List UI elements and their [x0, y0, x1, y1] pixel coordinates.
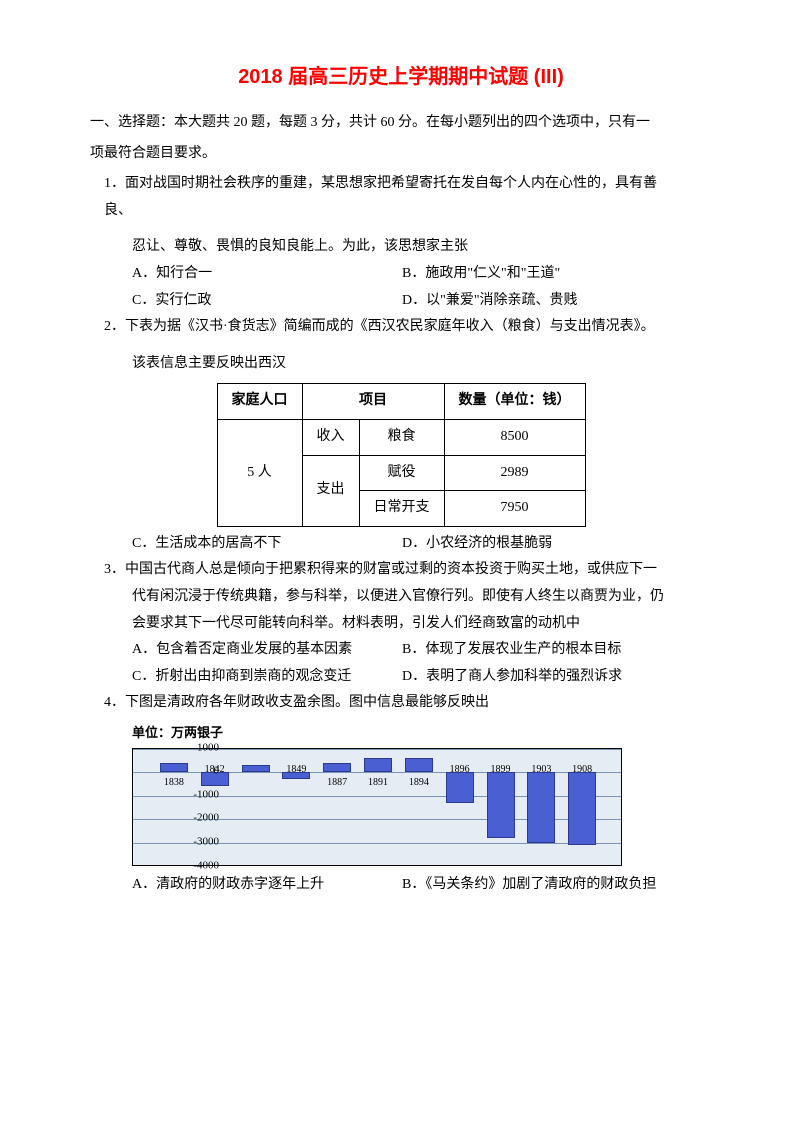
bar-chart: 1838184218491887189118941896189919031908… [132, 748, 712, 866]
chart-bar [405, 758, 433, 772]
xtick-label: 1887 [327, 773, 347, 792]
ytick-label: -2000 [179, 808, 219, 829]
q3-l2: 代有闲沉浸于传统典籍，参与科举，以便进入官僚行列。即使有人终生以商贾为业，仍 [90, 584, 712, 611]
xtick-label: 1908 [572, 760, 592, 779]
th-pop: 家庭人口 [217, 384, 302, 420]
q4-stem: 4．下图是清政府各年财政收支盈余图。图中信息最能够反映出 [90, 690, 712, 717]
q3-option-b: B．体现了发展农业生产的根本目标 [402, 637, 712, 664]
xtick-label: 1894 [409, 773, 429, 792]
xtick-label: 1903 [531, 760, 551, 779]
q1-option-b: B．施政用"仁义"和"王道" [402, 261, 712, 288]
q1-stem2: 忍让、尊敬、畏惧的良知良能上。为此，该思想家主张 [90, 234, 712, 261]
q3-option-d: D．表明了商人参加科举的强烈诉求 [402, 664, 712, 691]
chart-bar [527, 772, 555, 843]
cell-7950: 7950 [444, 491, 585, 527]
q2-option-c: C．生活成本的居高不下 [132, 531, 402, 558]
xtick-label: 1891 [368, 773, 388, 792]
q3-option-a: A．包含着否定商业发展的基本因素 [132, 637, 402, 664]
q1-stem-l1: 1．面对战国时期社会秩序的重建，某思想家把希望寄托在发自每个人内在心性的，具有善 [90, 171, 712, 198]
cell-income: 收入 [302, 419, 359, 455]
question-1: 1．面对战国时期社会秩序的重建，某思想家把希望寄托在发自每个人内在心性的，具有善… [90, 171, 712, 314]
q1-option-a: A．知行合一 [132, 261, 402, 288]
cell-2989: 2989 [444, 455, 585, 491]
q2-option-d: D．小农经济的根基脆弱 [402, 531, 712, 558]
q3-option-c: C．折射出由抑商到崇商的观念变迁 [132, 664, 402, 691]
xtick-label: 1899 [491, 760, 511, 779]
ytick-label: 1000 [179, 737, 219, 758]
q1-stem-l2: 良、 [90, 198, 712, 225]
cell-grain: 粮食 [359, 419, 444, 455]
cell-daily: 日常开支 [359, 491, 444, 527]
xtick-label: 1896 [450, 760, 470, 779]
ytick-label: -1000 [179, 784, 219, 805]
chart-bar [364, 758, 392, 772]
q4-option-a: A．清政府的财政赤字逐年上升 [132, 872, 402, 899]
cell-pop: 5 人 [217, 419, 302, 526]
chart-bar [242, 765, 270, 772]
q2-sub: 该表信息主要反映出西汉 [90, 351, 712, 378]
q1-option-d: D．以"兼爱"消除亲疏、贵贱 [402, 288, 712, 315]
question-3: 3．中国古代商人总是倾向于把累积得来的财富或过剩的资本投资于购买土地，或供应下一… [90, 557, 712, 690]
cell-8500: 8500 [444, 419, 585, 455]
q2-stem: 2．下表为据《汉书·食货志》简编而成的《西汉农民家庭年收入（粮食）与支出情况表》… [90, 314, 712, 341]
question-4: 4．下图是清政府各年财政收支盈余图。图中信息最能够反映出 单位：万两银子 183… [90, 690, 712, 898]
chart-bar [323, 763, 351, 772]
ytick-label: -3000 [179, 832, 219, 853]
instructions-line-1: 一、选择题：本大题共 20 题，每题 3 分，共计 60 分。在每小题列出的四个… [90, 110, 712, 137]
q1-option-c: C．实行仁政 [132, 288, 402, 315]
chart-unit-label: 单位：万两银子 [132, 721, 712, 746]
xtick-label: 1849 [286, 760, 306, 779]
q2-table: 家庭人口 项目 数量（单位：钱） 5 人 收入 粮食 8500 支出 赋役 29… [217, 383, 586, 526]
chart-bar [568, 772, 596, 845]
cell-expense: 支出 [302, 455, 359, 526]
q3-l1: 3．中国古代商人总是倾向于把累积得来的财富或过剩的资本投资于购买土地，或供应下一 [90, 557, 712, 584]
ytick-label: 0 [179, 761, 219, 782]
q3-l3: 会要求其下一代尽可能转向科举。材料表明，引发人们经商致富的动机中 [90, 611, 712, 638]
page-title: 2018 届高三历史上学期期中试题 (III) [90, 58, 712, 96]
question-2: 2．下表为据《汉书·食货志》简编而成的《西汉农民家庭年收入（粮食）与支出情况表》… [90, 314, 712, 557]
chart-bar [487, 772, 515, 838]
th-item: 项目 [302, 384, 444, 420]
th-amount: 数量（单位：钱） [444, 384, 585, 420]
ytick-label: -4000 [179, 855, 219, 876]
instructions-line-2: 项最符合题目要求。 [90, 141, 712, 168]
cell-tax: 赋役 [359, 455, 444, 491]
q4-option-b: B．《马关条约》加剧了清政府的财政负担 [402, 872, 712, 899]
